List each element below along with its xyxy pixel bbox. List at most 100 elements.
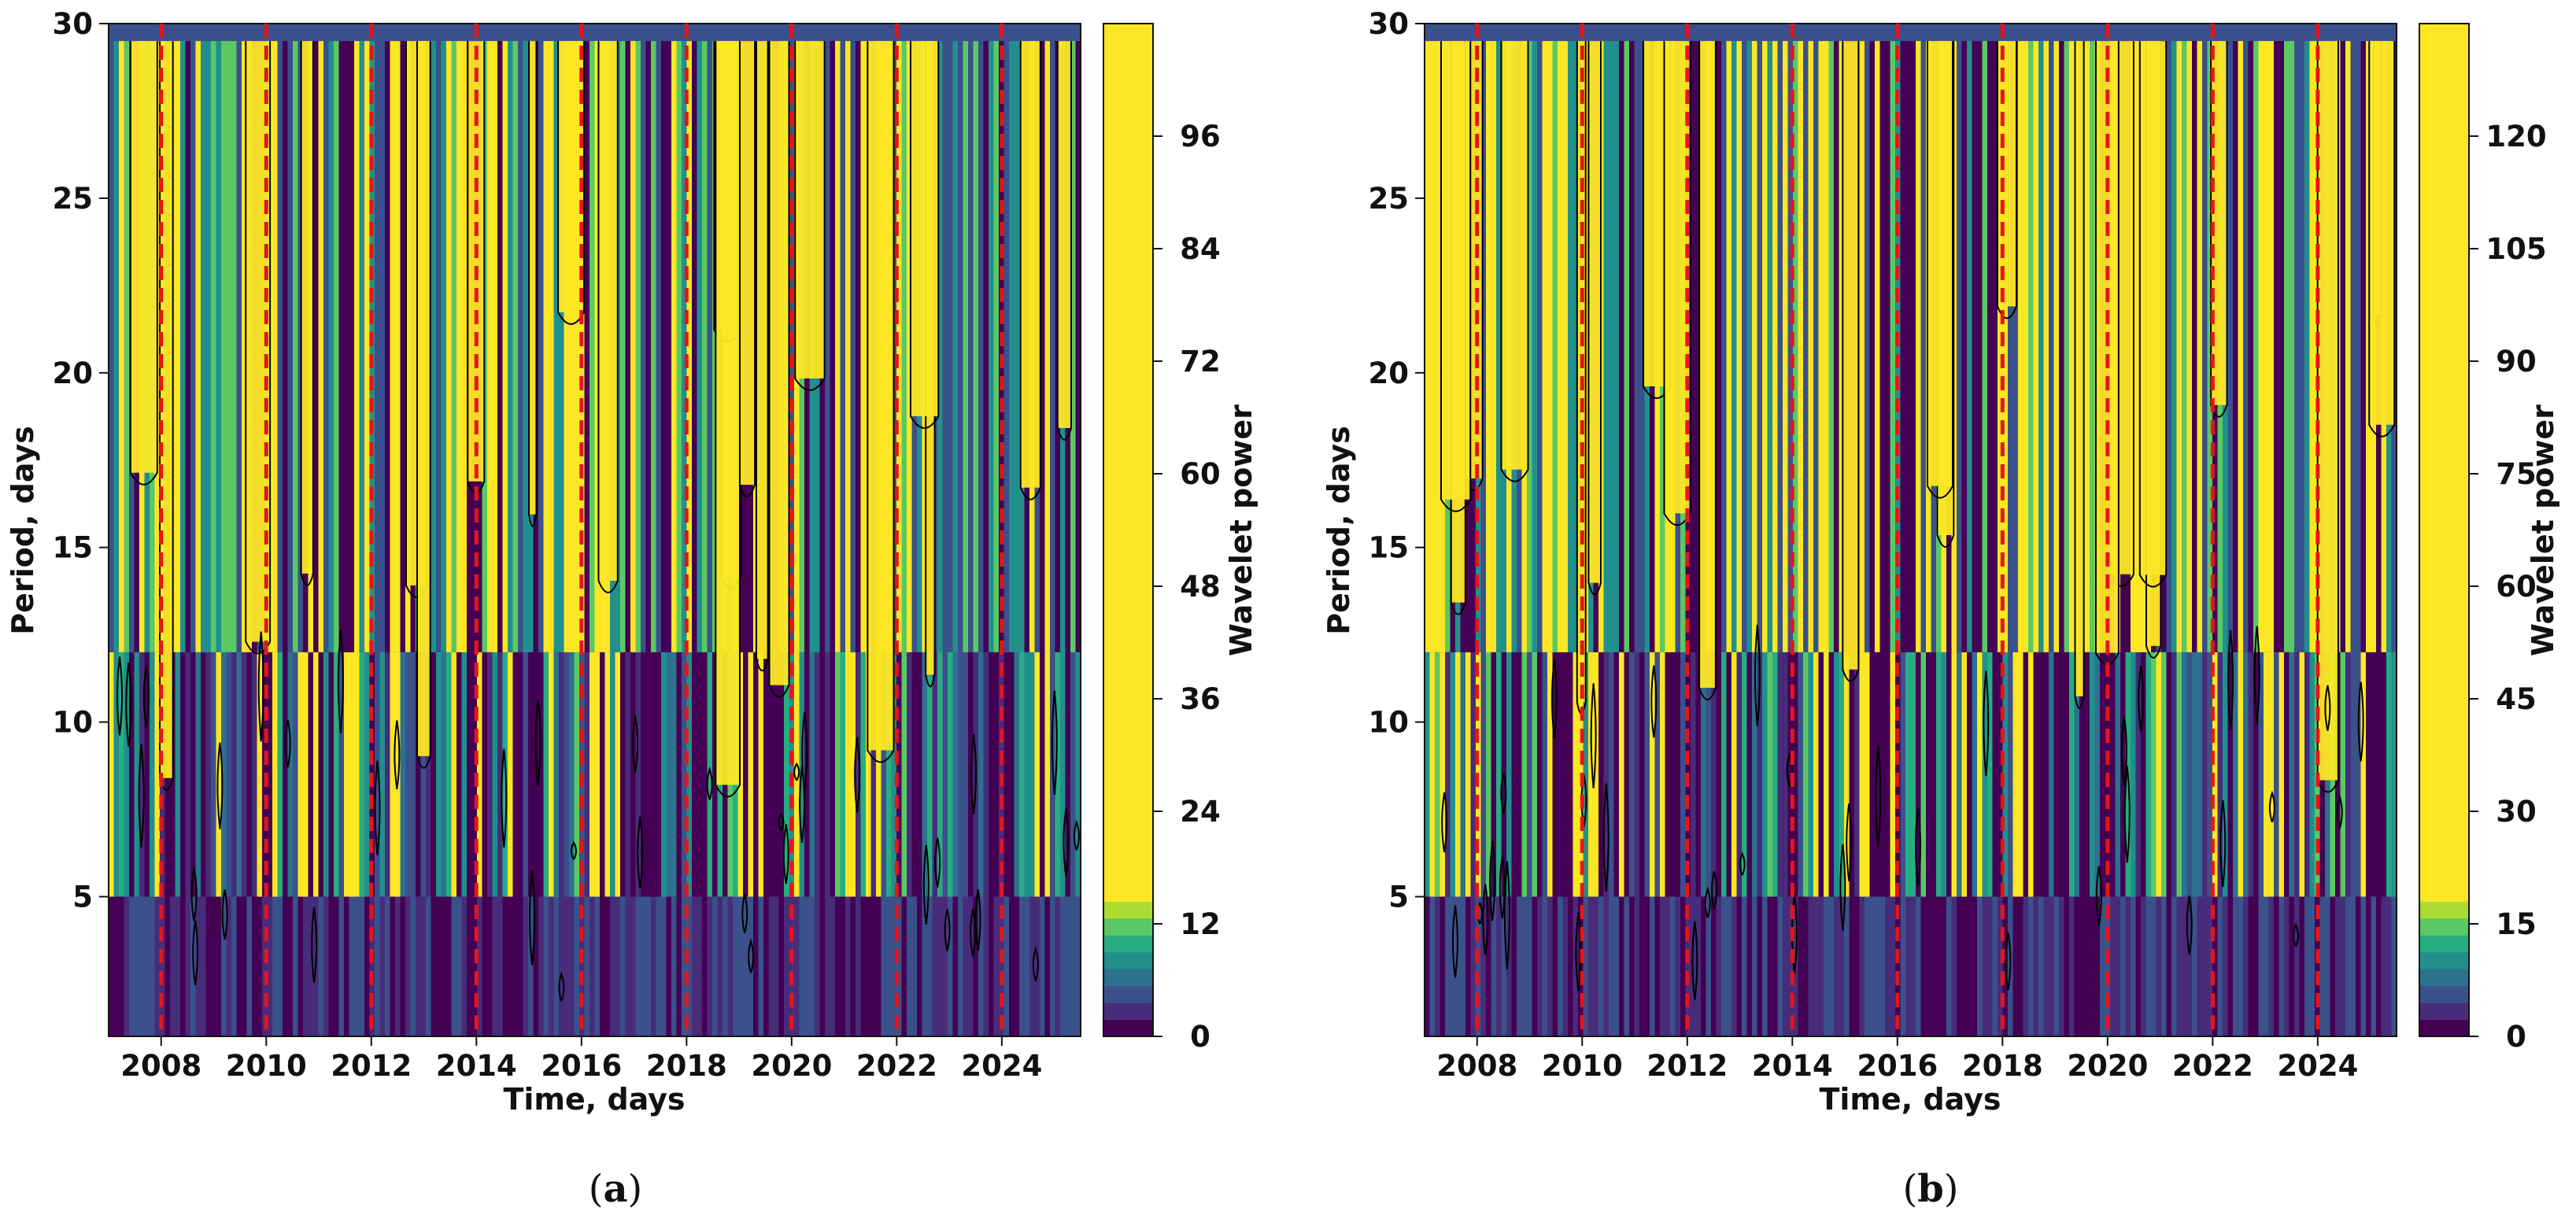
heat-cell	[778, 652, 785, 897]
heat-cell	[436, 896, 442, 1036]
heat-high-power-band	[1020, 41, 1040, 488]
heat-cell	[907, 41, 913, 652]
heat-cell	[2135, 41, 2142, 652]
heat-cell	[676, 41, 682, 652]
heat-cell	[656, 41, 662, 652]
heat-cell	[589, 652, 596, 897]
heat-cell	[2360, 652, 2367, 897]
colorbar-level	[1103, 935, 1153, 953]
colorbar-level	[1103, 969, 1153, 987]
significance-contour	[2227, 630, 2234, 729]
colorbar-level	[1103, 24, 1153, 868]
heat-cell	[630, 652, 637, 897]
heat-cell	[2171, 652, 2178, 897]
heat-cell	[1926, 896, 1932, 1036]
heat-cell	[2049, 896, 2055, 1036]
heat-cell	[866, 896, 872, 1036]
heat-cell	[405, 896, 412, 1036]
heat-cell	[2386, 652, 2393, 897]
heat-cell	[436, 652, 442, 897]
heat-cell	[860, 652, 867, 897]
heat-cell	[431, 896, 437, 1036]
heat-cell	[1429, 652, 1436, 897]
heat-cell	[1660, 652, 1666, 897]
heat-cell	[226, 41, 232, 652]
heat-cell	[471, 896, 478, 1036]
heat-cell	[2376, 652, 2382, 897]
heat-high-power-band	[468, 41, 485, 482]
heat-cell	[2340, 41, 2346, 652]
heat-high-power-band	[1057, 41, 1072, 428]
heat-cell	[1721, 896, 1728, 1036]
heat-cell	[252, 652, 258, 897]
heat-cell	[2233, 41, 2239, 652]
heat-cell	[308, 652, 314, 897]
heat-cell	[1429, 896, 1436, 1036]
heat-cell	[2319, 896, 2326, 1036]
heat-cell	[1562, 652, 1569, 897]
heat-cell	[1603, 896, 1610, 1036]
heat-cell	[825, 652, 831, 897]
heat-cell	[1675, 652, 1681, 897]
heat-cell	[236, 41, 242, 652]
heat-cell	[1793, 652, 1799, 897]
heat-cell	[2192, 896, 2198, 1036]
heat-cell	[257, 652, 263, 897]
heat-cell	[431, 41, 437, 652]
colorbar-tick-label: 0	[2506, 1020, 2526, 1054]
heat-cell	[2248, 652, 2254, 897]
heat-cell	[2207, 41, 2213, 652]
heat-cell	[1425, 41, 1431, 652]
colorbar-tick-label: 36	[1180, 682, 1221, 716]
heat-cell	[1987, 41, 1994, 652]
significance-contour	[190, 866, 198, 921]
significance-contour	[1032, 945, 1039, 982]
heat-cell	[856, 652, 862, 897]
heat-cell	[1879, 41, 1886, 652]
heat-cell	[1425, 896, 1431, 1036]
heat-cell	[2176, 652, 2182, 897]
significance-contour	[528, 41, 538, 527]
heat-cell	[819, 652, 826, 897]
significance-contour	[867, 41, 895, 763]
heat-cell	[799, 896, 805, 1036]
heat-cell	[1849, 652, 1855, 897]
heat-cell	[1558, 896, 1564, 1036]
heat-cell	[1501, 896, 1507, 1036]
heat-cell	[1644, 896, 1650, 1036]
colorbar-tick-label: 0	[1190, 1020, 1210, 1054]
heat-cell	[2278, 652, 2285, 897]
heat-cell	[211, 41, 217, 652]
colorbar-level	[2419, 985, 2469, 1003]
heat-cell	[686, 652, 693, 897]
heat-cell	[323, 41, 330, 652]
heat-cell	[344, 896, 350, 1036]
colorbar-tick-label: 72	[1180, 345, 1221, 379]
heat-cell	[737, 652, 744, 897]
panel-b-caption: (b)	[1902, 1167, 1958, 1211]
heat-cell	[1588, 896, 1595, 1036]
heat-cell	[789, 41, 795, 652]
heat-cell	[1629, 41, 1635, 652]
heat-cell	[523, 652, 529, 897]
significance-contour	[221, 889, 228, 940]
heat-cell	[426, 652, 432, 897]
panel-a-colorbar: 0 12 24 36 48 60 72 84 96 Wavelet power	[1103, 23, 1258, 1054]
heat-cell	[2094, 896, 2101, 1036]
heat-cell	[1828, 652, 1835, 897]
heat-cell	[431, 652, 437, 897]
heat-cell	[150, 896, 156, 1036]
heat-cell	[1435, 896, 1441, 1036]
heat-cell	[1480, 41, 1487, 652]
heat-cell	[379, 896, 386, 1036]
heat-cell	[2176, 896, 2182, 1036]
significance-contour	[2186, 895, 2193, 955]
heat-cell	[1593, 652, 1599, 897]
heat-cell	[1009, 896, 1015, 1036]
heat-cell	[364, 652, 371, 897]
heat-cell	[973, 41, 979, 652]
heat-cell	[549, 652, 555, 897]
heat-cell	[1070, 41, 1077, 652]
heat-cell	[671, 896, 678, 1036]
x-tick-label: 2012	[1646, 1049, 1728, 1083]
